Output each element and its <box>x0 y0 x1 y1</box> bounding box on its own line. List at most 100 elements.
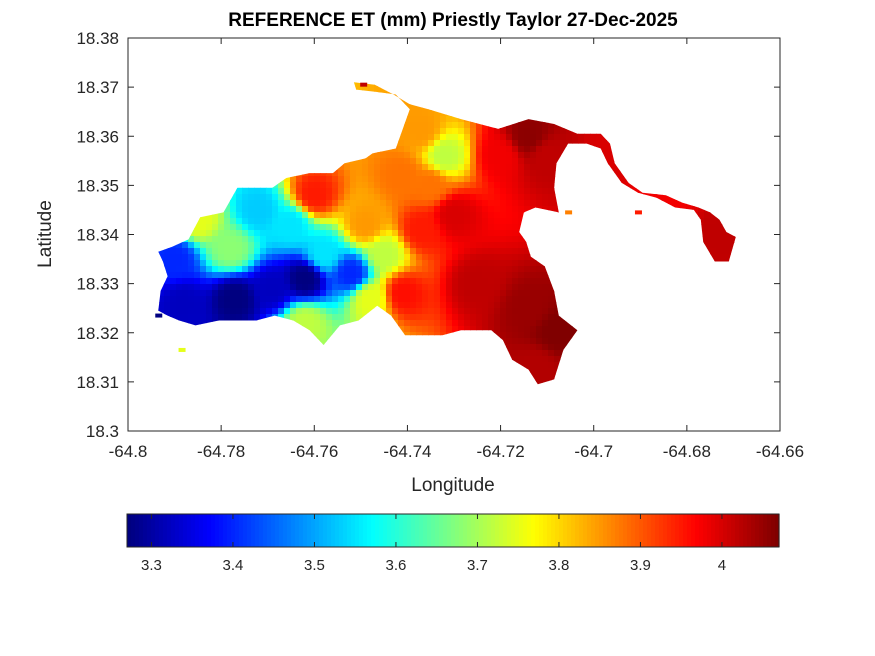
et-cell <box>500 158 507 165</box>
et-cell <box>422 206 429 213</box>
et-cell <box>254 230 261 237</box>
et-cell <box>308 284 315 291</box>
et-cell <box>272 242 279 249</box>
et-cell <box>446 230 453 237</box>
et-cell <box>518 122 525 129</box>
et-cell <box>464 224 471 231</box>
et-cell <box>332 260 339 267</box>
et-cell <box>428 164 435 171</box>
et-cell <box>260 242 267 249</box>
et-cell <box>518 200 525 207</box>
et-cell <box>326 284 333 291</box>
et-cell <box>314 302 321 309</box>
et-cell <box>488 284 495 291</box>
et-cell <box>536 296 543 303</box>
et-cell <box>488 314 495 321</box>
et-cell <box>296 182 303 189</box>
et-cell <box>218 296 225 303</box>
et-cell <box>440 170 447 177</box>
et-cell <box>212 212 219 219</box>
et-cell <box>392 212 399 219</box>
et-cell <box>224 284 231 291</box>
et-cell <box>470 176 477 183</box>
et-cell <box>284 290 291 297</box>
et-cell <box>182 278 189 285</box>
et-cell <box>422 266 429 273</box>
et-cell <box>356 82 363 87</box>
et-cell <box>512 122 519 129</box>
et-cell <box>506 338 513 345</box>
et-cell <box>236 230 243 237</box>
et-cell <box>344 320 351 327</box>
et-cell <box>500 242 507 249</box>
et-cell <box>200 236 207 243</box>
et-cell <box>332 224 339 231</box>
et-cell <box>326 242 333 249</box>
et-cell <box>230 296 237 303</box>
et-cell <box>224 248 231 255</box>
et-cell <box>542 164 549 171</box>
et-cell <box>386 272 393 279</box>
et-cell <box>338 320 345 327</box>
et-cell <box>194 260 201 267</box>
et-cell <box>356 278 363 285</box>
et-cell <box>398 254 405 261</box>
et-cell <box>338 242 345 249</box>
et-cell <box>332 236 339 243</box>
et-cell <box>308 260 315 267</box>
et-cell <box>464 308 471 315</box>
et-cell <box>464 248 471 255</box>
et-cell <box>518 134 525 141</box>
et-cell <box>218 284 225 291</box>
et-cell <box>236 206 243 213</box>
et-cell <box>272 188 279 195</box>
et-cell <box>356 200 363 207</box>
et-cell <box>452 254 459 261</box>
et-cell <box>332 242 339 249</box>
et-cell <box>488 260 495 267</box>
et-cell <box>308 188 315 195</box>
et-cell <box>422 290 429 297</box>
et-cell <box>452 272 459 279</box>
et-cell <box>428 176 435 183</box>
et-cell <box>170 272 177 279</box>
et-cell <box>428 152 435 159</box>
et-cell <box>512 236 519 243</box>
et-cell <box>218 308 225 315</box>
et-cell <box>446 284 453 291</box>
et-cell <box>380 230 387 237</box>
et-cell <box>560 320 567 327</box>
et-cell <box>218 272 225 279</box>
et-cell <box>248 242 255 249</box>
et-cell <box>464 296 471 303</box>
et-cell <box>482 176 489 183</box>
et-cell <box>512 158 519 165</box>
et-cell <box>512 272 519 279</box>
et-cell <box>242 308 249 315</box>
et-cell <box>302 242 309 249</box>
et-cell <box>332 170 339 177</box>
et-cell <box>452 290 459 297</box>
et-cell <box>536 266 543 273</box>
et-cell <box>554 206 561 213</box>
et-cell <box>332 182 339 189</box>
et-cell <box>506 296 513 303</box>
et-cell <box>260 206 267 213</box>
et-cell <box>464 314 471 321</box>
et-cell <box>302 290 309 297</box>
et-cell <box>536 308 543 315</box>
et-cell <box>542 200 549 207</box>
et-cell <box>398 170 405 177</box>
et-cell <box>410 314 417 321</box>
et-cell <box>488 302 495 309</box>
et-cell <box>176 272 183 279</box>
et-cell <box>524 344 531 351</box>
et-cell <box>428 254 435 261</box>
et-cell <box>500 164 507 171</box>
et-cell <box>482 152 489 159</box>
et-cell <box>374 302 381 309</box>
et-cell <box>530 320 537 327</box>
et-cell <box>410 146 417 153</box>
et-cell <box>242 284 249 291</box>
